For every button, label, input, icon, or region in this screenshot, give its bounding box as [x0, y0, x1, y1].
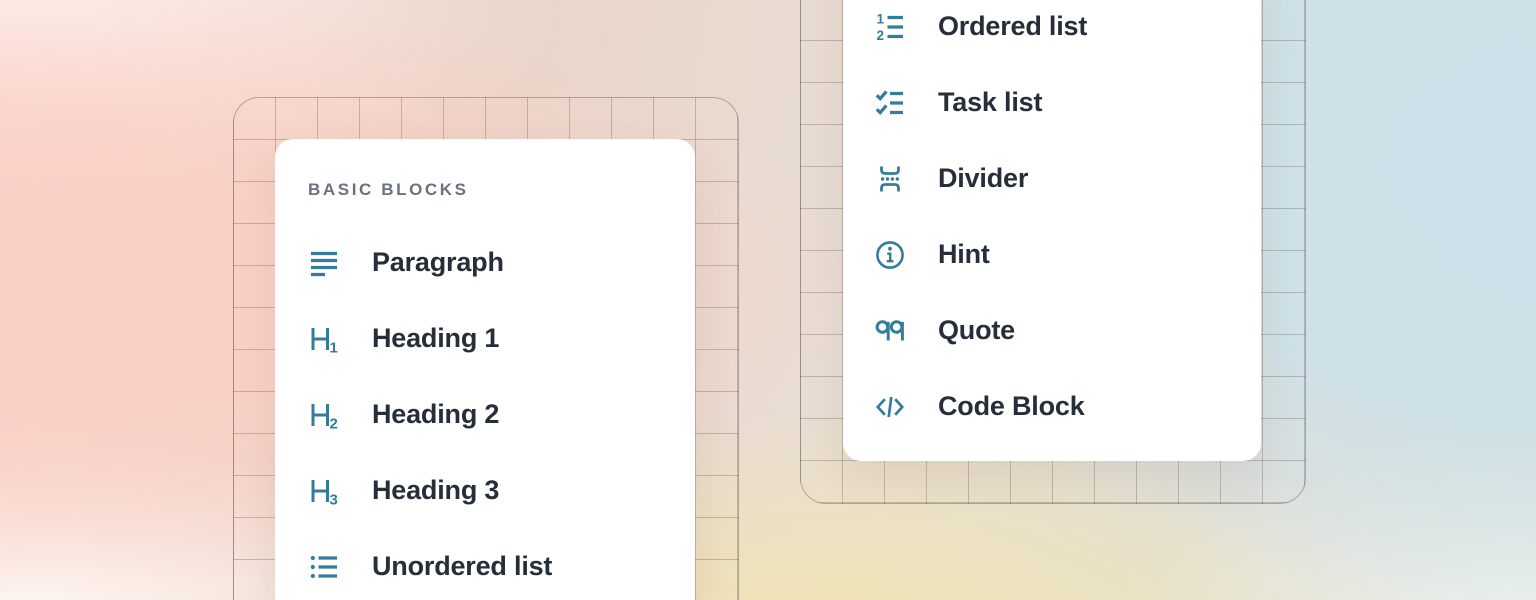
menu-item-heading-1[interactable]: 1 Heading 1	[275, 301, 695, 377]
menu-item-label: Paragraph	[372, 247, 504, 278]
basic-blocks-item-list: Paragraph 1 Heading 1 2 Heading 2 3 Heading 3 U…	[275, 225, 695, 600]
basic-blocks-menu-card: BASIC BLOCKS Paragraph 1 Heading 1 2 Heading…	[275, 139, 695, 600]
menu-item-heading-2[interactable]: 2 Heading 2	[275, 377, 695, 453]
menu-item-task-list[interactable]: Task list	[843, 65, 1261, 141]
unordered-list-icon	[308, 551, 340, 583]
code-block-icon	[874, 391, 906, 423]
menu-item-code-block[interactable]: Code Block	[843, 369, 1261, 445]
svg-text:2: 2	[330, 416, 338, 432]
menu-item-ordered-list[interactable]: 1 2 Ordered list	[843, 0, 1261, 65]
more-blocks-menu-card: 1 2 Ordered list Task list Divider Hint Quote C…	[843, 0, 1261, 461]
menu-item-label: Heading 3	[372, 475, 500, 506]
menu-item-label: Divider	[938, 163, 1029, 194]
menu-item-label: Quote	[938, 315, 1015, 346]
task-list-icon	[874, 87, 906, 119]
paragraph-icon	[308, 247, 340, 279]
menu-item-label: Heading 1	[372, 323, 500, 354]
svg-text:3: 3	[330, 492, 338, 508]
quote-icon	[874, 315, 906, 347]
more-blocks-item-list: 1 2 Ordered list Task list Divider Hint Quote C…	[843, 0, 1261, 445]
menu-item-label: Hint	[938, 239, 990, 270]
menu-item-divider[interactable]: Divider	[843, 141, 1261, 217]
svg-text:2: 2	[877, 28, 885, 43]
menu-item-paragraph[interactable]: Paragraph	[275, 225, 695, 301]
menu-item-hint[interactable]: Hint	[843, 217, 1261, 293]
menu-item-label: Code Block	[938, 391, 1085, 422]
svg-text:1: 1	[330, 340, 338, 356]
heading-1-icon: 1	[308, 323, 340, 355]
divider-icon	[874, 163, 906, 195]
basic-blocks-section-title: BASIC BLOCKS	[308, 180, 469, 199]
menu-item-label: Task list	[938, 87, 1043, 118]
menu-item-unordered-list[interactable]: Unordered list	[275, 529, 695, 600]
menu-item-label: Ordered list	[938, 11, 1088, 42]
heading-2-icon: 2	[308, 399, 340, 431]
svg-text:1: 1	[877, 12, 885, 27]
hint-icon	[874, 239, 906, 271]
heading-3-icon: 3	[308, 475, 340, 507]
menu-item-label: Unordered list	[372, 551, 553, 582]
menu-item-quote[interactable]: Quote	[843, 293, 1261, 369]
menu-item-label: Heading 2	[372, 399, 500, 430]
menu-item-heading-3[interactable]: 3 Heading 3	[275, 453, 695, 529]
